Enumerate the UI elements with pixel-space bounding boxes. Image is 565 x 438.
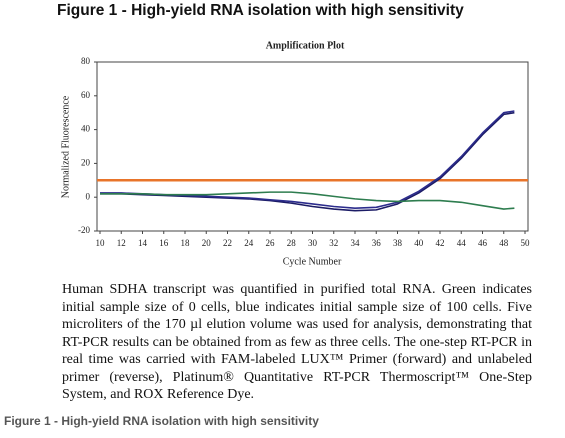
x-tick-label: 24 — [244, 238, 254, 248]
chart-title: Amplification Plot — [266, 40, 345, 51]
x-tick-label: 34 — [351, 238, 361, 248]
x-tick-label: 30 — [308, 238, 318, 248]
x-tick-label: 12 — [117, 238, 126, 248]
x-tick-label: 26 — [266, 238, 276, 248]
caption: Human SDHA transcript was quantified in … — [62, 282, 532, 402]
y-tick-label: 60 — [81, 90, 91, 100]
x-tick-label: 50 — [521, 238, 531, 248]
x-tick-label: 22 — [223, 238, 232, 248]
footer-caption: Figure 1 - High-yield RNA isolation with… — [4, 414, 319, 428]
x-tick-label: 28 — [287, 238, 297, 248]
x-tick-label: 14 — [138, 238, 148, 248]
x-tick-label: 40 — [414, 238, 424, 248]
y-tick-label: 80 — [81, 56, 91, 66]
x-tick-label: 18 — [181, 238, 191, 248]
x-tick-label: 10 — [96, 238, 106, 248]
y-tick-label: 40 — [81, 124, 91, 134]
x-tick-label: 36 — [372, 238, 382, 248]
x-tick-label: 32 — [329, 238, 338, 248]
x-tick-label: 20 — [202, 238, 212, 248]
series-line — [100, 191, 515, 210]
x-tick-label: 16 — [159, 238, 169, 248]
y-tick-label: -20 — [78, 225, 90, 235]
x-tick-label: 44 — [457, 238, 467, 248]
plot-frame — [96, 61, 529, 232]
x-tick-label: 48 — [499, 238, 509, 248]
x-tick-label: 38 — [393, 238, 403, 248]
chart: Amplification Plot Cycle Number Normaliz… — [60, 40, 531, 267]
y-axis-label: Normalized Fluorescence — [60, 95, 71, 198]
y-tick-label: 20 — [81, 157, 91, 167]
figure-title: Figure 1 - High-yield RNA isolation with… — [57, 2, 464, 19]
x-tick-label: 46 — [478, 238, 488, 248]
x-axis-label: Cycle Number — [283, 256, 342, 267]
x-tick-label: 42 — [436, 238, 445, 248]
series-line — [100, 111, 515, 212]
y-tick-label: 0 — [86, 191, 91, 201]
